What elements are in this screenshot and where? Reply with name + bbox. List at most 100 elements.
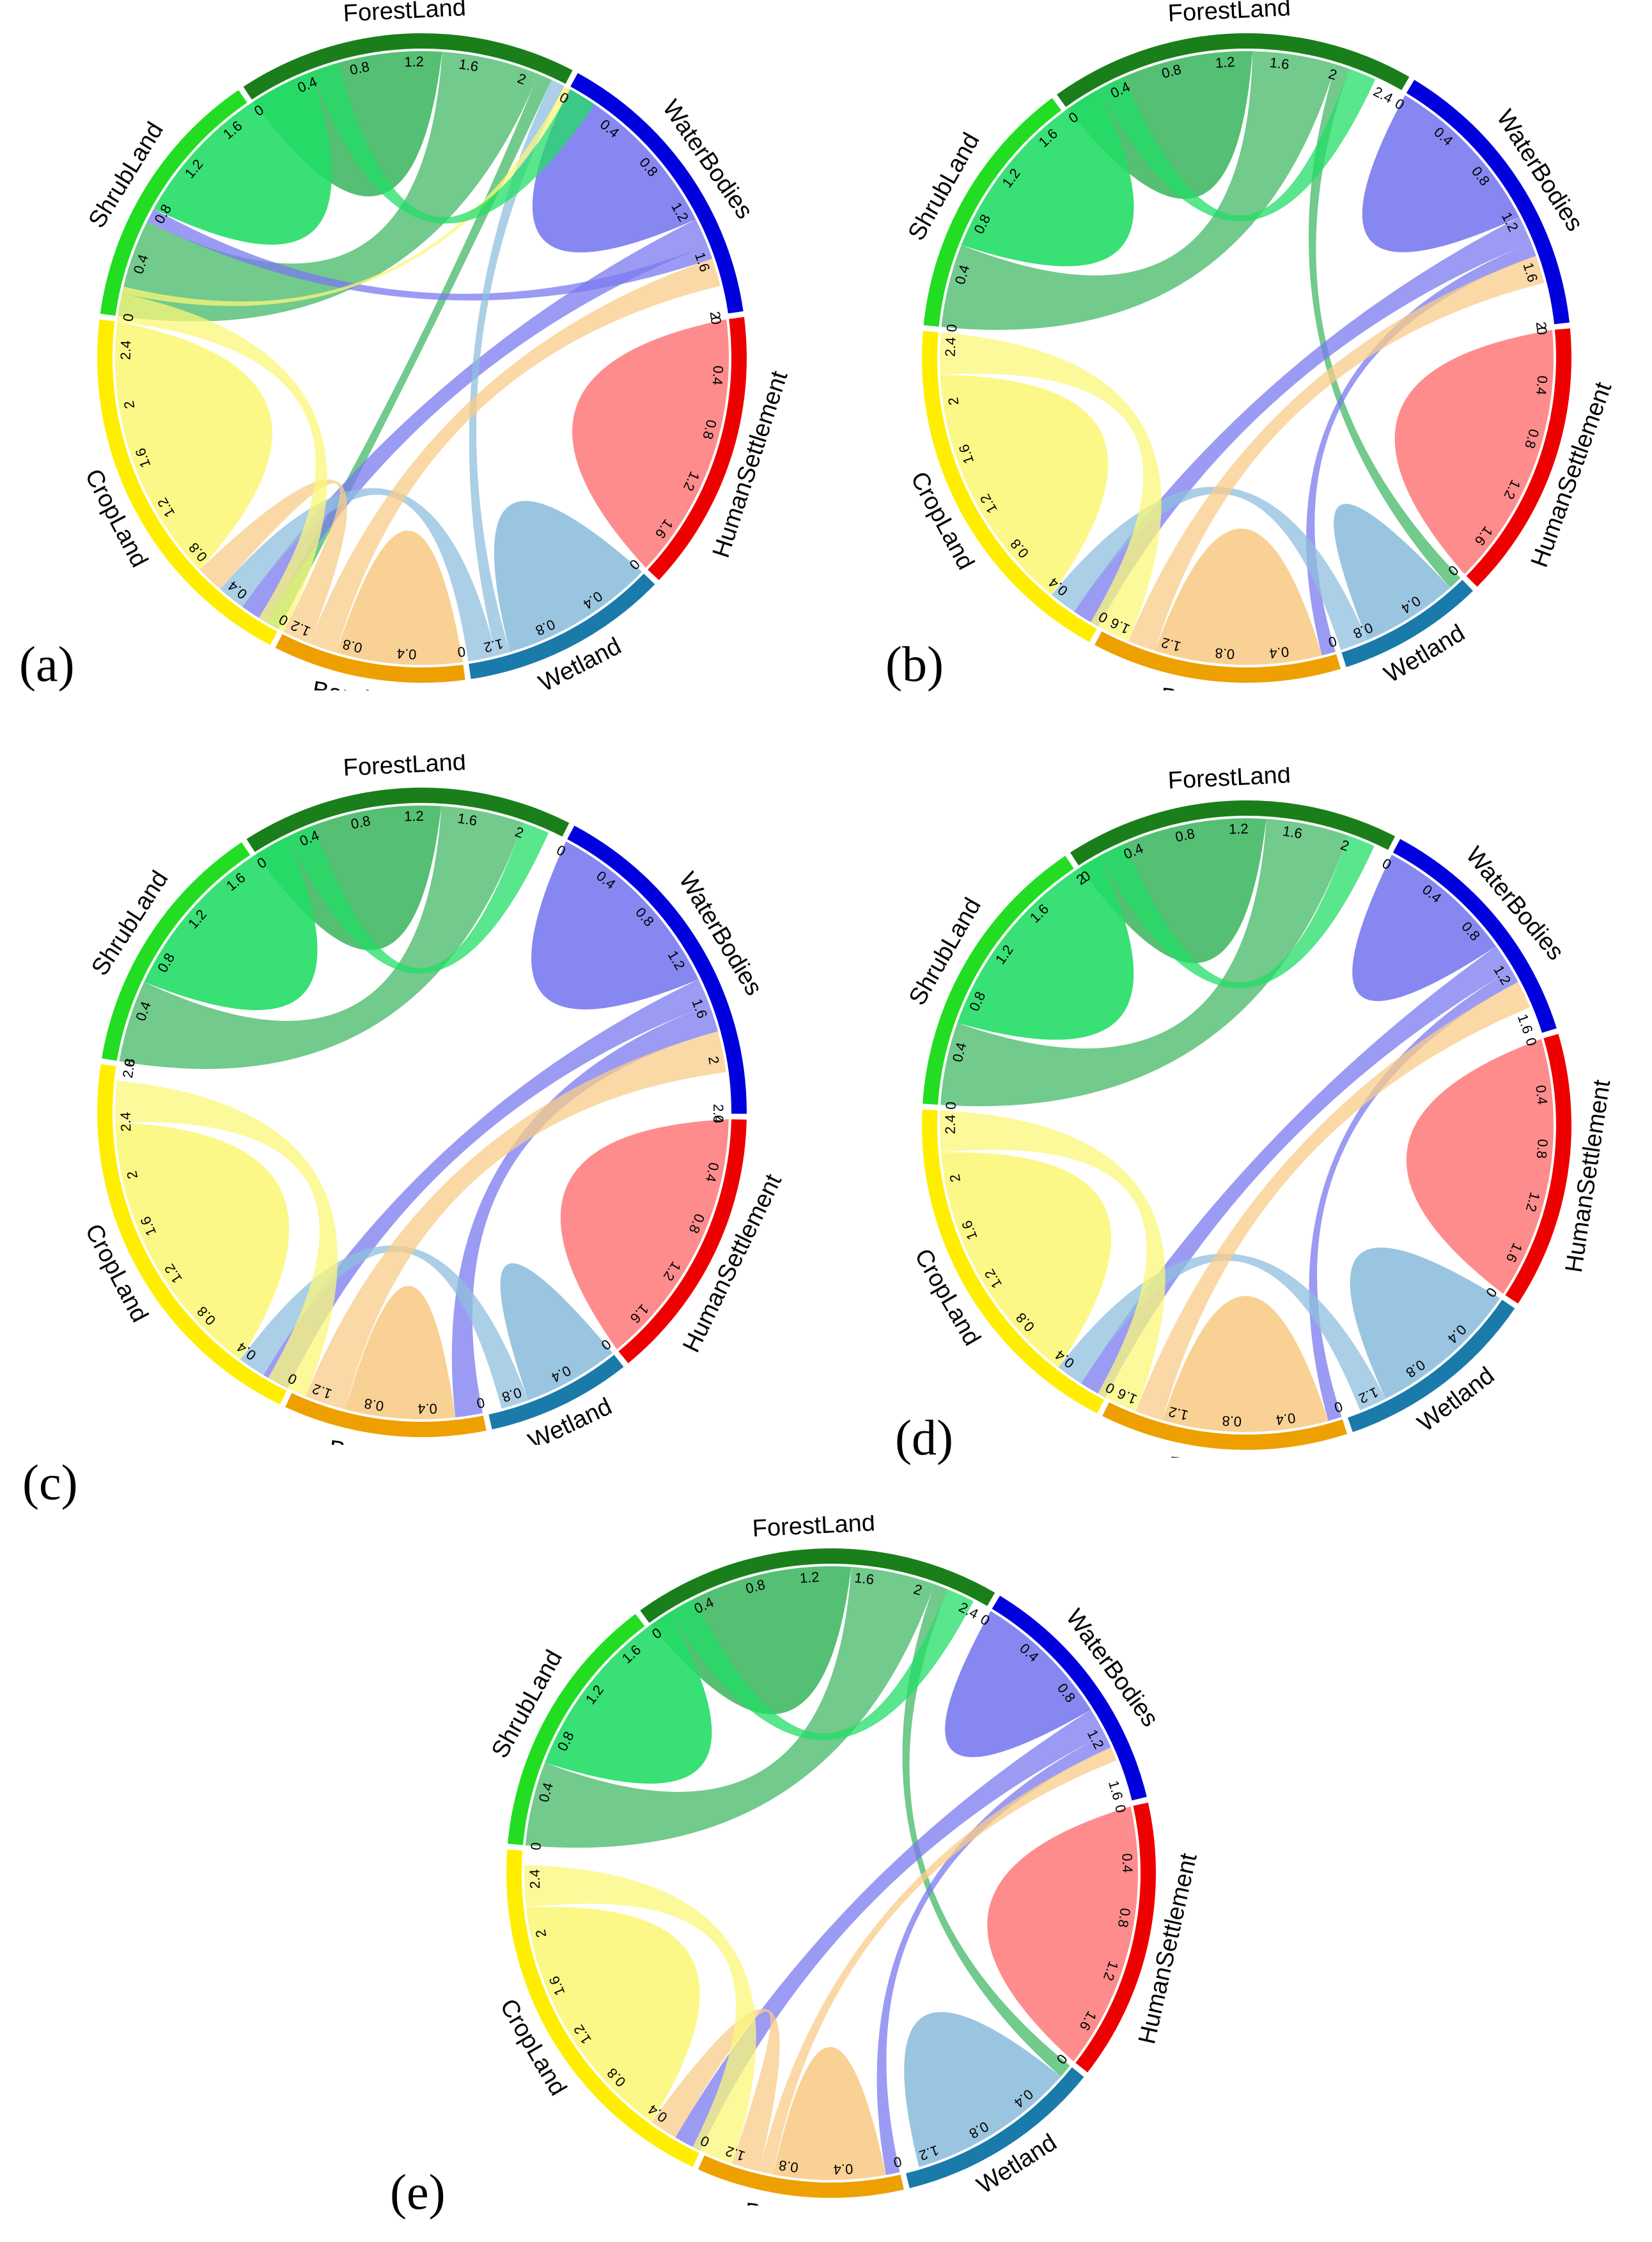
- chord-svg-c: 00.40.8 1.2 1.62ForestLand00.40.81.21.622.…: [80, 754, 788, 1445]
- ribbons: [940, 51, 1554, 666]
- ribbon-shrubland-to-forestland: [287, 822, 549, 974]
- ribbon-humansettlement-to-humansettlement: [1406, 1039, 1554, 1294]
- tick-bareland-1: 0.4: [396, 646, 417, 663]
- arc-forestland: [1070, 800, 1396, 866]
- arc-humansettlement: [1466, 328, 1571, 587]
- tick-bareland-0: 0: [892, 2153, 903, 2170]
- tick-bareland-2: 0.8: [777, 2157, 799, 2176]
- tick-forestland-4: 1.6: [1282, 823, 1304, 841]
- category-label-forestland: ForestLand: [1167, 767, 1291, 794]
- ribbon-bareland-to-bareland: [345, 1286, 456, 1419]
- ribbon-bareland-to-waterbodies: [1135, 982, 1531, 1421]
- ribbon-humansettlement-to-humansettlement: [1394, 330, 1554, 575]
- arc-waterbodies: [1392, 839, 1557, 1033]
- ribbon-shrubland-to-forestland: [669, 1589, 974, 1740]
- category-label-bareland: BareLand: [744, 2198, 851, 2206]
- ribbon-shrubland-to-shrubland: [545, 1612, 712, 1784]
- ribbon-shrubland-to-shrubland: [153, 72, 332, 245]
- ribbon-bareland-to-bareland: [1162, 1296, 1329, 1432]
- ribbon-cropland-to-bareland: [524, 1865, 756, 2164]
- tick-forestland-4: 1.6: [1269, 54, 1290, 72]
- arc-cropland: [97, 1064, 287, 1405]
- tick-bareland-1: 0.4: [1275, 1410, 1297, 1428]
- arc-cropland: [922, 1109, 1105, 1413]
- ribbon-shrubland-to-shrubland: [957, 856, 1134, 1040]
- tick-waterbodies-5: 2: [705, 1055, 722, 1065]
- arc-bareland: [697, 2155, 904, 2198]
- tick-humansettlement-2: 0.8: [1115, 1907, 1134, 1929]
- tick-forestland-4: 1.6: [456, 810, 478, 829]
- chord-svg-a: 00.40.8 1.2 1.62ForestLand00.40.81.21.62Wa…: [79, 0, 793, 690]
- ribbon-wetland-to-cropland: [220, 488, 497, 662]
- arc-humansettlement: [648, 316, 747, 580]
- ribbon-forestland-to-forestland: [650, 1566, 852, 1715]
- tick-forestland-3: 1.2: [404, 54, 424, 70]
- ribbon-forestland-to-shrubland: [940, 818, 1349, 1107]
- tick-cropland-6: 2.4: [527, 1869, 543, 1889]
- tick-shrubland-0: 0: [121, 1058, 138, 1068]
- tick-bareland-0: 0: [475, 1394, 486, 1412]
- ribbon-cropland-to-bareland: [940, 1110, 1165, 1412]
- ribbon-shrubland-to-shrubland: [961, 89, 1134, 267]
- tick-forestland-4: 1.6: [853, 1569, 875, 1587]
- ribbons: [115, 51, 729, 665]
- tick-humansettlement-1: 0.4: [1119, 1853, 1135, 1873]
- arc-forestland: [1057, 33, 1410, 107]
- ribbon-wetland-to-wetland: [904, 2012, 1061, 2167]
- panel-tag-e: (e): [390, 2164, 446, 2220]
- arc-shrubland: [923, 855, 1074, 1105]
- ribbon-waterbodies-to-waterbodies: [1352, 855, 1497, 1001]
- ribbon-shrubland-to-forestland: [311, 63, 595, 224]
- tick-bareland-2: 0.8: [363, 1396, 385, 1415]
- arc-shrubland: [508, 1614, 645, 1846]
- tick-humansettlement-0: 0: [1534, 326, 1550, 335]
- category-label-wetland: Wetland: [1380, 619, 1470, 688]
- category-label-forestland: ForestLand: [343, 754, 467, 781]
- tick-cropland-5: 2: [121, 400, 138, 410]
- ribbon-forestland-to-wetland: [1308, 64, 1461, 588]
- arc-waterbodies: [992, 1596, 1147, 1801]
- ribbon-bareland-to-cropland: [199, 479, 348, 644]
- arc-wetland: [488, 1355, 624, 1430]
- panel-tag-d: (d): [895, 1410, 953, 1465]
- tick-humansettlement-0: 0: [708, 316, 724, 325]
- arc-forestland: [243, 33, 573, 100]
- arc-wetland: [469, 573, 655, 680]
- arc-shrubland: [923, 98, 1062, 327]
- category-label-forestland: ForestLand: [343, 0, 467, 27]
- arc-shrubland: [100, 90, 247, 316]
- chord-panel-b: 0 0.4 0.8 1.2 1.6 2 2.4 ForestLand 0 0.4 0.8 1.2 1.6…: [876, 0, 1617, 690]
- arc-forestland: [246, 788, 570, 852]
- ribbons: [524, 1566, 1138, 2180]
- arc-bareland: [1102, 1402, 1348, 1450]
- tick-cropland-6: 2.4: [118, 1112, 134, 1132]
- ribbon-wetland-to-wetland: [1350, 1247, 1500, 1399]
- tick-forestland-2: 0.8: [349, 813, 371, 832]
- chord-svg-d: 00.40.8 1.2 1.62ForestLand00.40.81.21.6Wat…: [904, 767, 1616, 1458]
- tick-bareland-1: 0.4: [833, 2161, 853, 2177]
- tick-shrubland-0: 0: [944, 323, 960, 333]
- chord-panel-a: 0 0.4 0.8 1.2 1.6 2 ForestLand 0 0.4 0.8 1.2 1.6 2 Wa…: [51, 0, 793, 690]
- ribbon-bareland-to-cropland: [651, 2009, 780, 2172]
- ribbon-waterbodies-to-waterbodies: [945, 1610, 1091, 1757]
- tick-humansettlement-0: 0: [710, 1115, 726, 1123]
- ribbon-cropland-to-cropland: [115, 321, 272, 570]
- arc-forestland: [640, 1548, 995, 1623]
- arc-shrubland: [102, 842, 251, 1061]
- tick-waterbodies-4: 1.6: [1515, 1012, 1536, 1036]
- ribbon-wetland-to-wetland: [494, 501, 643, 652]
- tick-waterbodies-4: 1.6: [1105, 1779, 1126, 1802]
- ribbon-shrubland-to-shrubland: [144, 836, 318, 1011]
- arc-wetland: [1341, 580, 1474, 667]
- tick-humansettlement-2: 0.8: [1534, 1139, 1551, 1159]
- ribbons: [940, 818, 1554, 1432]
- chord-svg-b: 00.40.8 1.2 1.622.4ForestLand00.40.81.21.6…: [903, 0, 1617, 690]
- tick-shrubland-0: 0: [942, 1101, 959, 1110]
- ribbon-cropland-to-cropland: [940, 375, 1109, 595]
- panel-tag-b: (b): [885, 636, 944, 692]
- tick-humansettlement-1: 0.4: [1533, 375, 1551, 396]
- tick-bareland-1: 0.4: [417, 1401, 437, 1417]
- tick-humansettlement-1: 0.4: [710, 365, 727, 385]
- arc-waterbodies: [570, 73, 744, 314]
- tick-bareland-0: 0: [456, 643, 466, 660]
